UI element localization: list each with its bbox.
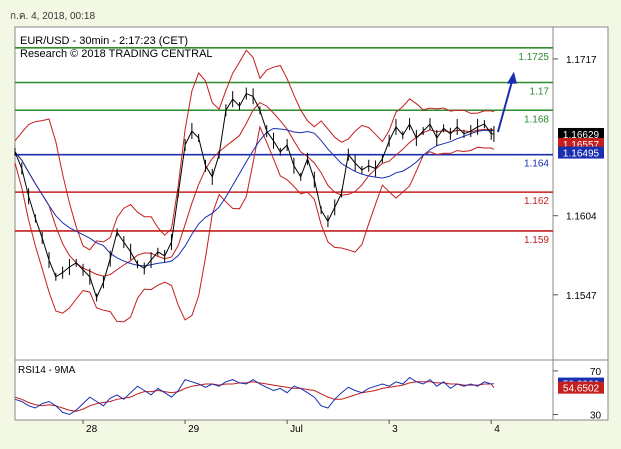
rsi-axis-label: 30 [590,411,602,422]
price-axis-label: 1.1547 [566,291,597,302]
chart-title: EUR/USD - 30min - 2:17:23 (CET) [20,35,188,47]
x-axis-label: 3 [392,424,398,435]
x-axis-label: Jul [290,424,303,435]
rsi-title: RSI14 - 9MA [18,365,76,376]
price-badge-label: 1.16495 [563,149,600,160]
price-axis-label: 1.1717 [566,55,597,66]
price-badge [558,127,604,140]
level-label: 1.164 [524,159,549,170]
rsi-badge-label: 54.6502 [563,384,600,395]
levels-layer: 1.1725 1.17 1.168 1.164 1.162 1.159 [15,47,553,246]
overlay-layer [496,71,517,133]
rsi-badge [558,381,604,394]
chart-subtitle: Research © 2018 TRADING CENTRAL [20,48,213,60]
price-line [14,92,494,299]
rsi-axis-label: 70 [590,367,602,378]
level-label: 1.17 [530,87,550,98]
x-axis-label: 29 [188,424,200,435]
price-badge-label: 1.16557 [563,140,600,151]
x-axis-label: 28 [86,424,98,435]
price-layer [14,49,495,323]
rsi-line [14,376,494,416]
x-axis-label: 4 [494,424,500,435]
level-label: 1.1725 [518,52,549,63]
timestamp: ก.ค. 4, 2018, 00:18 [10,11,96,22]
price-badge-label: 1.16629 [563,130,600,141]
price-axis-strip [552,26,609,361]
price-badge [558,146,604,159]
forecast-arrow [496,81,513,133]
level-label: 1.168 [524,114,549,125]
rsi-layer [14,376,495,416]
moving-average [14,127,494,267]
price-panel [14,26,554,361]
level-label: 1.159 [524,235,549,246]
level-label: 1.162 [524,196,549,207]
forecast-arrowhead [506,71,517,84]
price-axis-label: 1.1604 [566,212,597,223]
rsi-panel [14,359,554,421]
